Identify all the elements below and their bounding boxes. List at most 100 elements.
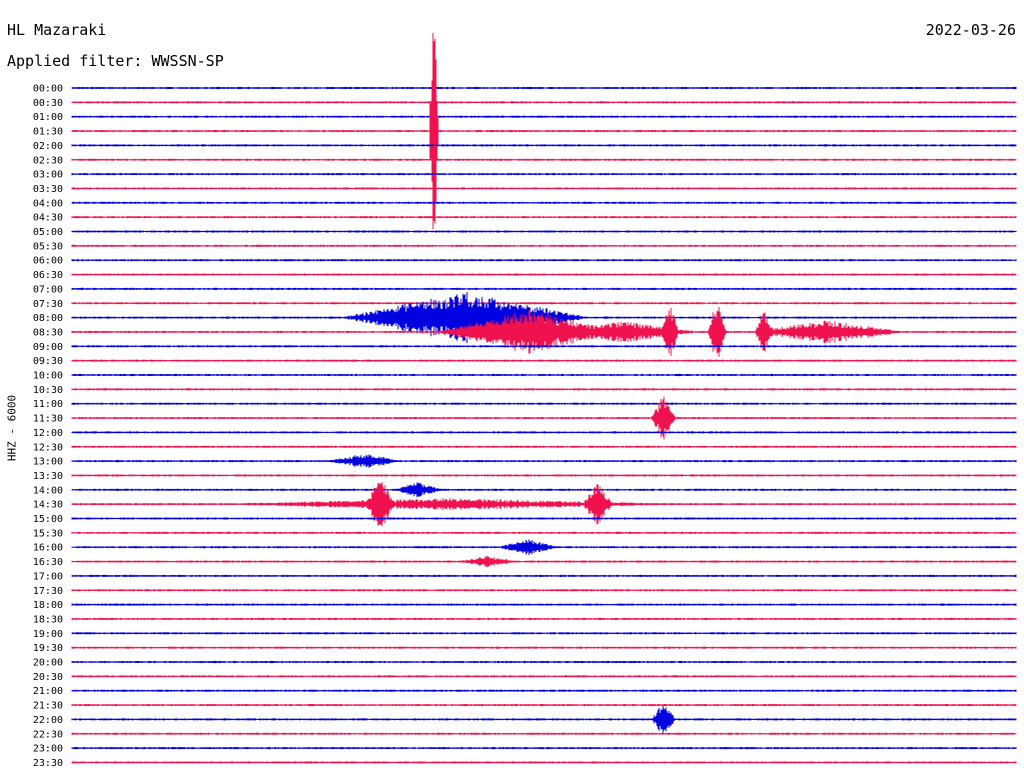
time-label: 10:30	[33, 385, 63, 396]
time-label: 13:00	[33, 457, 63, 468]
time-label: 14:00	[33, 485, 63, 496]
time-label: 04:30	[33, 213, 63, 224]
seismic-trace	[71, 302, 1017, 305]
time-label: 23:00	[33, 744, 63, 755]
seismic-trace	[71, 292, 1017, 343]
time-label: 17:30	[33, 586, 63, 597]
seismic-trace	[71, 660, 1017, 664]
seismic-trace	[71, 259, 1017, 262]
record-date: 2022-03-26	[925, 21, 1016, 39]
seismic-trace	[71, 732, 1017, 735]
time-label: 05:00	[33, 227, 63, 238]
time-label: 15:30	[33, 528, 63, 539]
seismic-trace	[71, 307, 1017, 357]
seismic-trace	[71, 632, 1017, 635]
seismic-trace	[71, 574, 1017, 577]
time-label: 12:30	[33, 442, 63, 453]
seismic-trace	[71, 761, 1017, 764]
seismic-trace	[71, 747, 1017, 750]
seismic-trace	[71, 531, 1017, 534]
time-label: 22:00	[33, 715, 63, 726]
seismic-trace	[71, 706, 1017, 733]
seismic-trace	[71, 402, 1017, 405]
time-label: 05:30	[33, 241, 63, 252]
seismic-trace	[71, 617, 1017, 620]
time-label: 03:30	[33, 184, 63, 195]
applied-filter: Applied filter: WWSSN-SP	[7, 52, 224, 70]
time-label: 10:00	[33, 371, 63, 382]
seismic-trace	[71, 603, 1017, 606]
time-label: 18:30	[33, 614, 63, 625]
seismic-trace	[71, 517, 1017, 520]
seismic-trace	[71, 589, 1017, 592]
seismic-trace	[71, 396, 1017, 440]
time-label: 16:30	[33, 557, 63, 568]
seismic-trace	[71, 646, 1017, 649]
time-label: 09:00	[33, 342, 63, 353]
time-label: 19:30	[33, 643, 63, 654]
time-label: 20:00	[33, 658, 63, 669]
time-label: 21:30	[33, 701, 63, 712]
seismic-trace	[71, 482, 1017, 498]
seismic-trace	[71, 704, 1017, 707]
time-label: 17:00	[33, 571, 63, 582]
time-label: 00:30	[33, 98, 63, 109]
time-label: 06:00	[33, 256, 63, 267]
time-label: 06:30	[33, 270, 63, 281]
seismic-trace	[71, 230, 1017, 233]
seismic-trace	[71, 482, 1017, 527]
time-label: 12:00	[33, 428, 63, 439]
station-name: HL Mazaraki	[7, 21, 107, 39]
seismic-trace	[71, 32, 1017, 230]
seismic-trace	[71, 173, 1017, 176]
seismic-trace	[71, 539, 1017, 555]
seismic-trace	[71, 287, 1017, 290]
time-label: 07:00	[33, 284, 63, 295]
seismic-trace	[71, 675, 1017, 678]
seismic-trace	[71, 187, 1017, 190]
time-label: 03:00	[33, 170, 63, 181]
time-label: 08:00	[33, 313, 63, 324]
time-label: 02:30	[33, 155, 63, 166]
seismic-trace	[71, 555, 1017, 568]
time-label: 14:30	[33, 500, 63, 511]
seismic-trace	[71, 431, 1017, 434]
time-label: 16:00	[33, 543, 63, 554]
time-label: 11:30	[33, 414, 63, 425]
time-label: 01:30	[33, 127, 63, 138]
time-label: 18:00	[33, 600, 63, 611]
time-label: 21:00	[33, 686, 63, 697]
seismic-trace	[71, 454, 1017, 468]
time-label: 04:00	[33, 198, 63, 209]
seismic-trace	[71, 445, 1017, 448]
time-label: 23:30	[33, 758, 63, 769]
time-label: 19:00	[33, 629, 63, 640]
time-label: 01:00	[33, 112, 63, 123]
seismic-trace	[71, 359, 1017, 362]
time-label: 11:00	[33, 399, 63, 410]
seismic-trace	[71, 273, 1017, 276]
seismic-trace	[71, 388, 1017, 391]
seismic-trace	[71, 373, 1017, 377]
time-label: 00:00	[33, 84, 63, 95]
time-label: 22:30	[33, 729, 63, 740]
seismic-trace	[71, 201, 1017, 204]
seismic-trace	[71, 144, 1017, 147]
seismic-trace	[71, 158, 1017, 161]
time-label: 07:30	[33, 299, 63, 310]
time-label: 09:30	[33, 356, 63, 367]
seismic-trace	[71, 244, 1017, 247]
seismic-trace	[71, 474, 1017, 477]
time-label: 08:30	[33, 327, 63, 338]
seismic-trace	[71, 115, 1017, 118]
seismic-trace	[71, 689, 1017, 692]
time-label: 13:30	[33, 471, 63, 482]
time-label: 02:00	[33, 141, 63, 152]
seismic-trace	[71, 101, 1017, 104]
seismic-trace	[71, 345, 1017, 348]
seismic-trace	[71, 216, 1017, 219]
time-label: 15:00	[33, 514, 63, 525]
time-label: 20:30	[33, 672, 63, 683]
seismic-trace	[71, 86, 1017, 90]
